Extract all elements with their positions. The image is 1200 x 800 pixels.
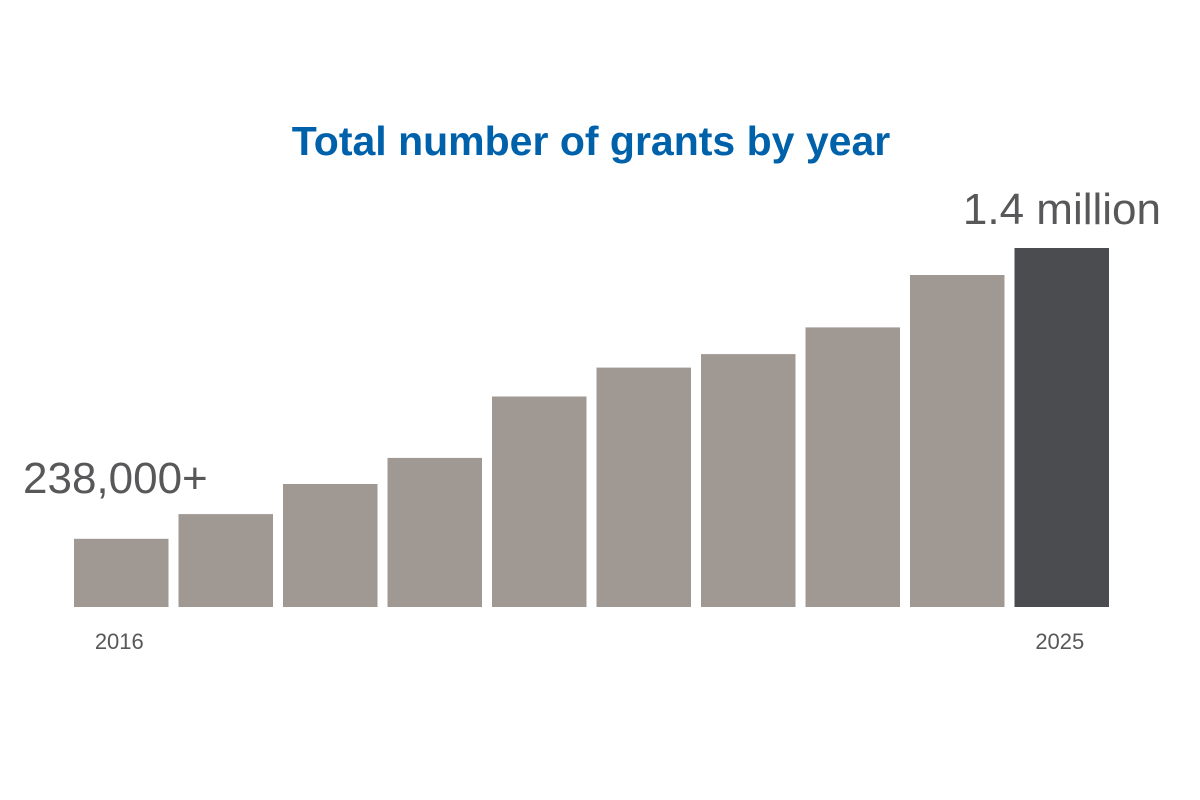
bar-2021 [596, 367, 691, 607]
bar-2022 [701, 354, 796, 607]
bar-2025 [1014, 248, 1109, 607]
bar-2024 [910, 275, 1005, 607]
bars-group [74, 248, 1109, 607]
x-tick-2025: 2025 [1035, 629, 1084, 654]
bar-2020 [492, 396, 587, 607]
chart-title: Total number of grants by year [292, 118, 890, 164]
bar-2023 [805, 327, 900, 607]
x-tick-2016: 2016 [95, 629, 144, 654]
x-tick-labels: 2016 2025 [95, 629, 1084, 654]
annotations-group: 238,000+ 1.4 million [23, 185, 1161, 503]
bar-2018 [283, 484, 378, 607]
bar-2017 [178, 514, 273, 607]
annotation-2016: 238,000+ [23, 454, 208, 503]
bar-2016 [74, 538, 169, 607]
annotation-2025: 1.4 million [963, 185, 1161, 234]
bar-2019 [387, 457, 482, 607]
